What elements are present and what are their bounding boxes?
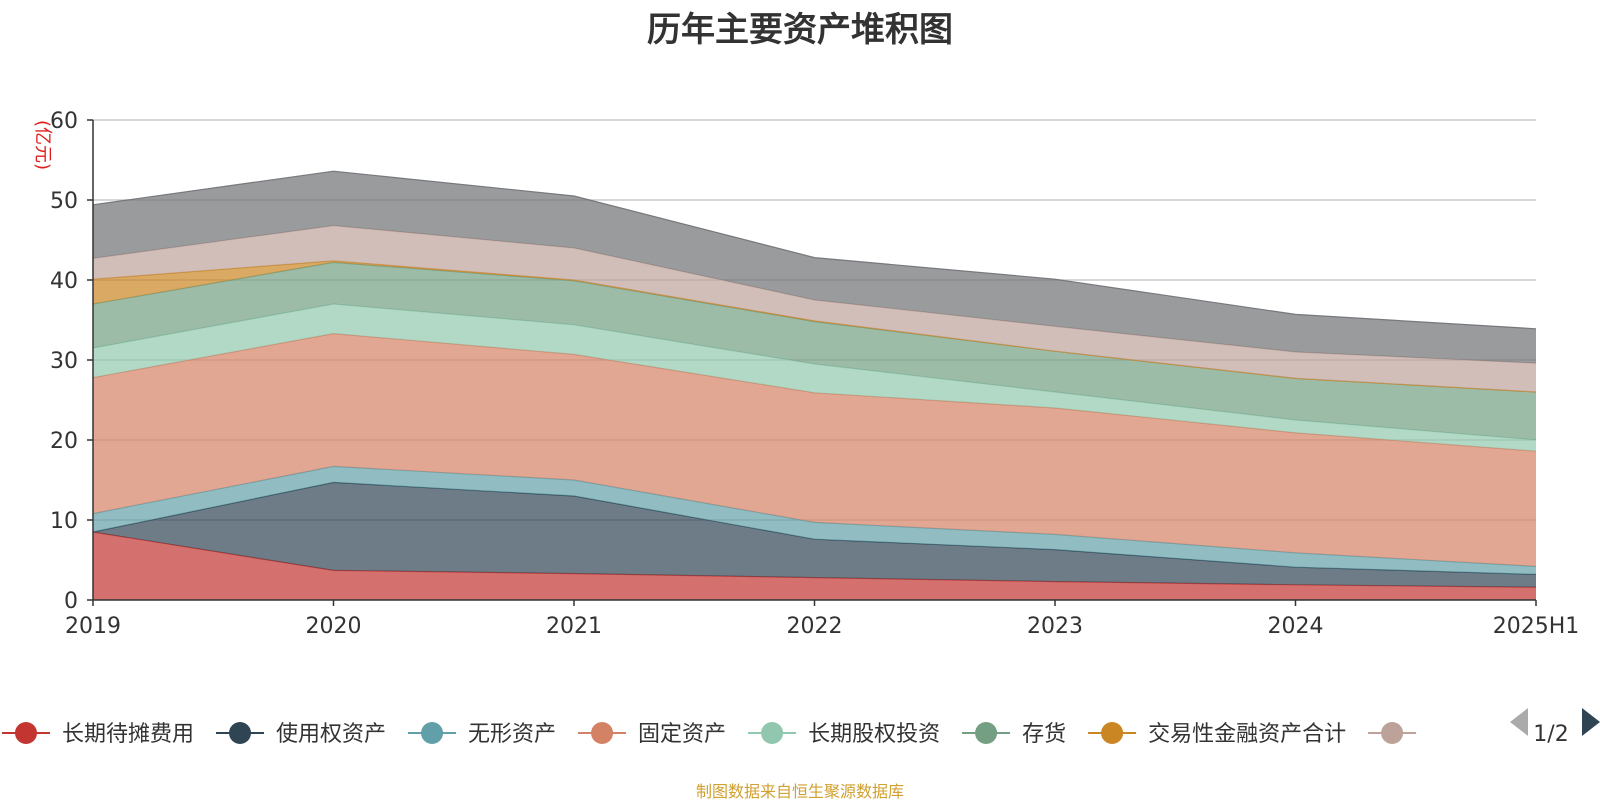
y-tick-label-20: 20 [50,429,78,454]
y-tick-label-0: 0 [64,589,78,614]
area-series [92,170,1537,600]
y-tick-label-60: 60 [50,109,78,134]
x-tick-label-2021: 2021 [546,614,602,639]
chart-title: 历年主要资产堆积图 [647,10,953,50]
legend-label-5: 长期股权投资 [808,722,940,747]
y-tick-label-30: 30 [50,349,78,374]
legend-label-7: 交易性金融资产合计 [1148,722,1346,747]
legend-page-indicator: 1/2 [1533,722,1568,747]
y-tick-label-50: 50 [50,189,78,214]
legend-symbol-1 [15,722,37,744]
legend-symbol-5 [761,722,784,744]
area-series-5[interactable] [93,304,1536,452]
legend-pager: 1/2 [1510,708,1600,747]
legend-symbol-4 [591,722,614,744]
legend-label-4: 固定资产 [638,722,726,747]
legend-label-1: 长期待摊费用 [62,722,194,747]
area-series-7[interactable] [93,260,1536,392]
legend-symbol-6 [975,722,998,744]
x-tick-label-2020: 2020 [306,614,362,639]
legend-item-1[interactable]: 长期待摊费用 [2,722,194,747]
legend-prev-icon[interactable] [1510,708,1528,736]
x-tick-label-2022: 2022 [787,614,843,639]
legend-item-2[interactable]: 使用权资产 [216,722,386,747]
legend: 长期待摊费用 使用权资产 无形资产 固定资产 长期股权投资 存货 交易性金融资产合计 [2,722,1417,747]
legend-symbol-2 [229,722,252,744]
area-series-8[interactable] [93,225,1536,392]
legend-next-icon[interactable] [1582,708,1600,736]
x-tick-label-2024: 2024 [1268,614,1324,639]
legend-label-6: 存货 [1022,722,1066,747]
legend-label-2: 使用权资产 [276,722,386,747]
legend-item-7[interactable]: 交易性金融资产合计 [1088,722,1346,747]
legend-symbol-3 [421,722,444,744]
legend-item-6[interactable]: 存货 [962,722,1066,747]
area-series-6[interactable] [93,262,1536,440]
x-tick-label-2019: 2019 [65,614,121,639]
area-series-4[interactable] [93,333,1536,567]
y-axis-unit: (亿元) [32,120,53,170]
axes: 0 10 20 30 40 50 60 2019 2020 2021 2022 2023 2024 202… [50,109,1579,639]
legend-item-3[interactable]: 无形资产 [408,722,556,747]
area-series-1[interactable] [93,532,1536,600]
area-series-2[interactable] [93,482,1536,588]
x-tick-label-2025H1: 2025H1 [1493,614,1580,639]
legend-item-4[interactable]: 固定资产 [578,722,726,747]
y-tick-label-40: 40 [50,269,78,294]
x-tick-label-2023: 2023 [1027,614,1083,639]
legend-label-3: 无形资产 [468,722,556,747]
area-series-9-line [92,170,1537,330]
legend-symbol-8 [1381,722,1404,744]
area-series-3[interactable] [93,466,1536,575]
legend-item-5[interactable]: 长期股权投资 [748,722,940,747]
area-series-9[interactable] [93,171,1536,364]
source-note: 制图数据来自恒生聚源数据库 [695,782,904,801]
y-tick-label-10: 10 [50,509,78,534]
legend-symbol-7 [1101,722,1124,744]
legend-item-8[interactable] [1368,722,1417,744]
